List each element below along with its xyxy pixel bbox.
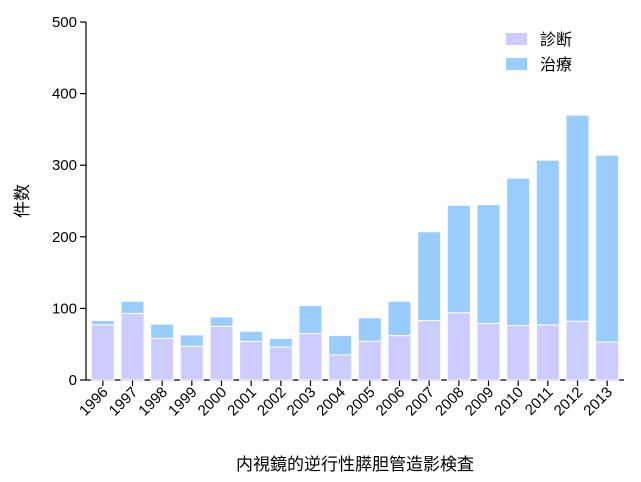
bar-treatment-2005 [357,317,382,342]
legend-label: 治療 [540,55,572,74]
bar-treatment-2003 [298,305,323,334]
bar-diagnosis-2013 [595,341,620,381]
x-tick-label: 2012 [551,384,587,420]
x-tick-label: 2009 [462,384,498,420]
x-tick-label: 2007 [402,384,438,420]
x-tick-label: 2004 [313,384,349,420]
x-axis-title: 内視鏡的逆行性膵胆管造影検査 [236,455,474,475]
bar-diagnosis-1998 [150,337,175,381]
bar-treatment-1998 [150,323,175,339]
bar-treatment-2012 [565,114,590,322]
y-axis: 0 100 200 300 400 500 [52,14,87,389]
bar-treatment-1996 [90,320,115,326]
bar-diagnosis-2010 [506,325,531,381]
bar-treatment-2010 [506,177,531,327]
x-tick-label: 2011 [522,384,557,419]
bar-treatment-2009 [476,204,501,324]
y-tick-label: 500 [52,14,77,31]
bar-diagnosis-2012 [565,320,590,381]
bar-diagnosis-2011 [535,324,560,381]
x-tick-label: 2002 [254,384,290,420]
y-axis-title: 件数 [13,184,33,218]
bar-diagnosis-2006 [387,335,412,381]
bar-treatment-1997 [120,300,145,314]
x-tick-label: 1997 [106,384,142,420]
bar-treatment-2011 [535,159,560,326]
bar-diagnosis-2003 [298,332,323,381]
x-tick-label: 2013 [580,384,616,420]
bar-diagnosis-2001 [239,340,264,381]
bar-diagnosis-1996 [90,324,115,381]
bar-diagnosis-2004 [328,354,353,381]
bar-treatment-1999 [179,334,204,347]
bar-treatment-2001 [239,330,264,342]
bar-diagnosis-2000 [209,325,234,381]
x-tick-label: 2003 [284,384,320,420]
x-tick-label: 1998 [135,384,171,420]
legend-swatch-diagnosis [506,33,527,45]
bar-diagnosis-2008 [446,312,471,381]
y-tick-label: 400 [52,86,77,103]
bar-diagnosis-2005 [357,340,382,381]
x-tick-label: 2008 [432,384,468,420]
bar-diagnosis-2009 [476,322,501,381]
bar-treatment-2007 [417,231,442,322]
x-tick-label: 2000 [195,384,231,420]
x-axis: 1996199719981999200020012002200320042005… [76,379,624,420]
x-tick-label: 2010 [491,384,527,420]
bar-treatment-2002 [268,337,293,348]
bar-treatment-2000 [209,316,234,327]
x-tick-label: 2005 [343,384,379,420]
bar-treatment-2008 [446,204,471,314]
legend-swatch-treatment [506,58,527,70]
bar-diagnosis-2007 [417,320,442,381]
x-tick-label: 2006 [373,384,409,420]
bar-diagnosis-2002 [268,346,293,381]
y-tick-label: 200 [52,229,77,246]
legend-label: 診断 [540,30,572,49]
y-tick-label: 100 [52,300,77,317]
x-tick-label: 1999 [165,384,201,420]
bar-treatment-2004 [328,335,353,356]
bar-diagnosis-1997 [120,312,145,381]
y-tick-label: 300 [52,157,77,174]
bar-treatment-2006 [387,300,412,337]
y-tick-label: 0 [69,372,77,389]
bars-group [90,114,620,381]
bar-diagnosis-1999 [179,345,204,381]
x-tick-label: 1996 [76,384,112,420]
x-tick-label: 2001 [224,384,260,420]
bar-treatment-2013 [595,154,620,343]
